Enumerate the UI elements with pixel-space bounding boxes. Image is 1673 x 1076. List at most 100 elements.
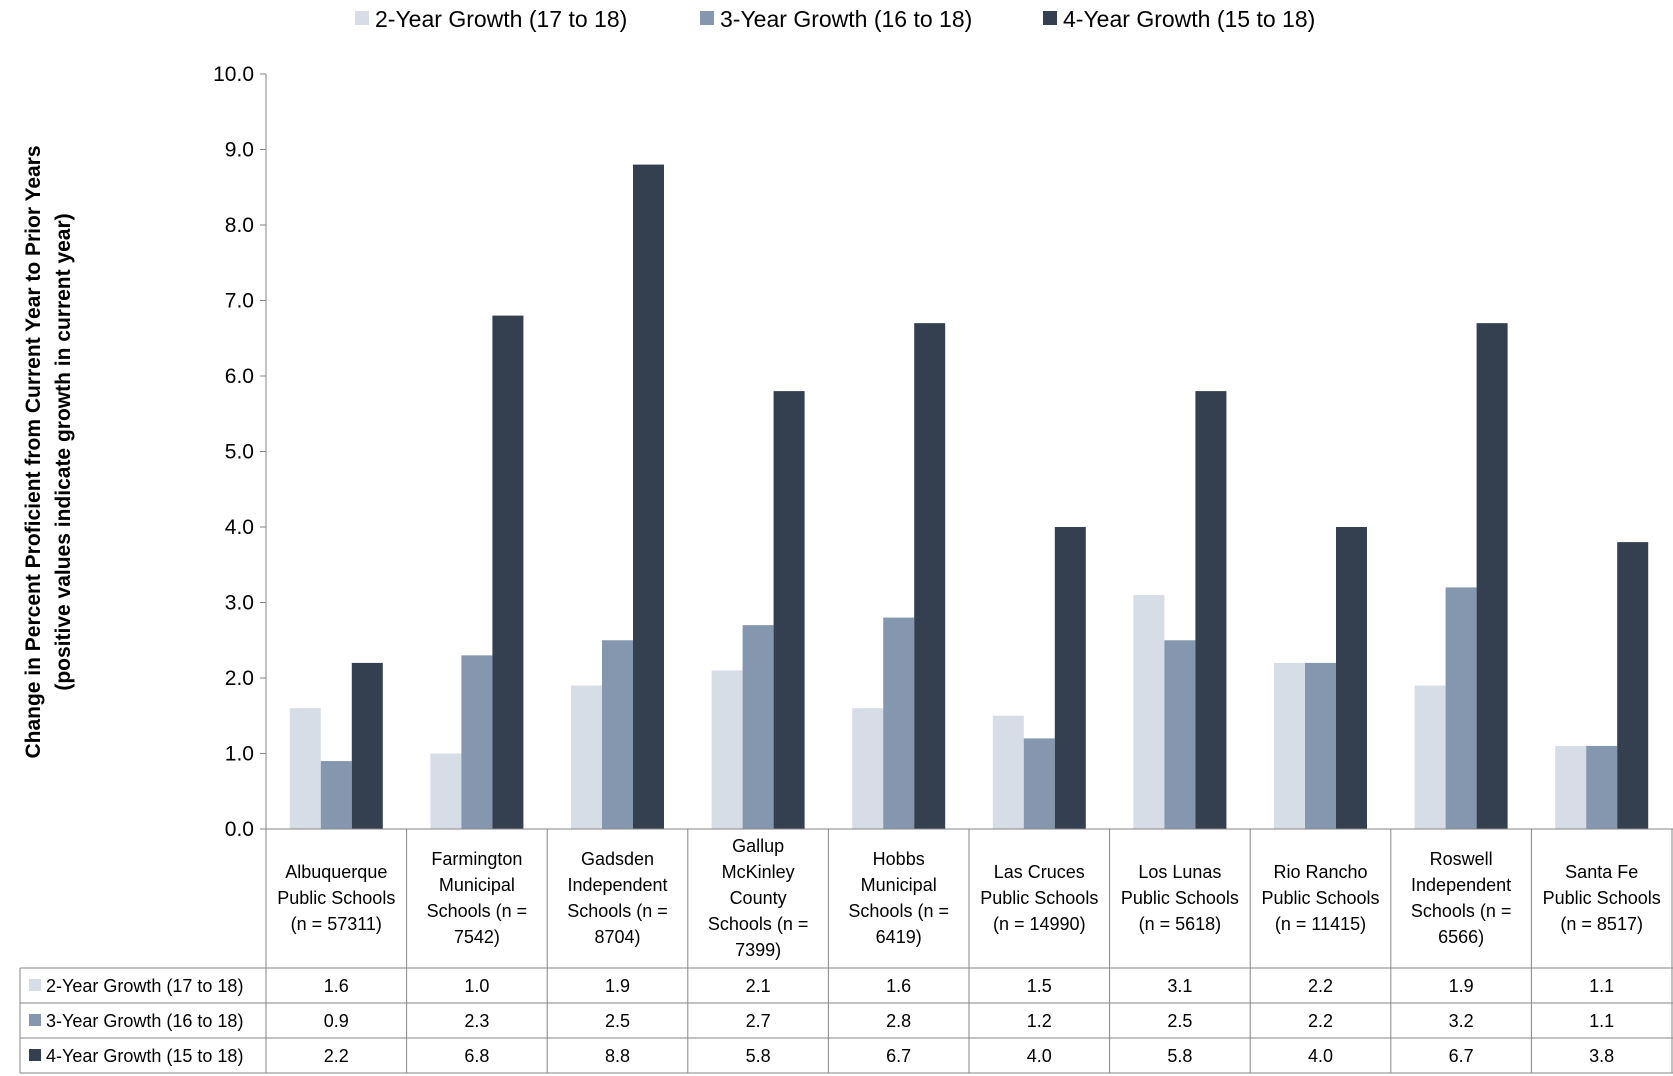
- category-label-line: Schools (n =: [1411, 901, 1512, 921]
- bar-series-3-cat-1: [351, 662, 383, 829]
- table-cell-series-1-cat-3: 1.9: [605, 976, 630, 996]
- table-cell-series-3-cat-6: 4.0: [1027, 1046, 1052, 1066]
- table-row-swatch-2: [29, 1014, 41, 1026]
- category-label-line: Gallup: [732, 836, 784, 856]
- table-row-swatch-1: [29, 979, 41, 991]
- table-row-label-2: 3-Year Growth (16 to 18): [46, 1011, 243, 1031]
- category-label-line: Schools (n =: [848, 901, 949, 921]
- table-row-swatch-3: [29, 1049, 41, 1061]
- bar-series-1-cat-8: [1274, 662, 1305, 829]
- y-tick-label: 1.0: [225, 743, 254, 766]
- table-cell-series-3-cat-2: 6.8: [464, 1046, 489, 1066]
- bar-series-2-cat-8: [1305, 662, 1336, 829]
- legend-label-1: 2-Year Growth (17 to 18): [375, 6, 627, 32]
- table-cell-series-3-cat-10: 3.8: [1589, 1046, 1614, 1066]
- bar-series-3-cat-7: [1195, 391, 1227, 829]
- bar-series-1-cat-9: [1414, 685, 1446, 829]
- table-cell-series-3-cat-9: 6.7: [1449, 1046, 1474, 1066]
- category-label-line: 7542): [454, 927, 500, 947]
- category-label-line: Public Schools: [980, 888, 1098, 908]
- y-tick-label: 3.0: [225, 592, 254, 615]
- bar-series-2-cat-2: [461, 655, 493, 829]
- table-cell-series-2-cat-2: 2.3: [464, 1011, 489, 1031]
- y-tick-label: 5.0: [225, 441, 254, 464]
- category-label-10: Santa Fe Public Schools (n = 8517): [1543, 862, 1661, 934]
- category-label-6: Las Cruces Public Schools (n = 14990): [980, 862, 1098, 934]
- y-tick-label: 9.0: [225, 139, 254, 162]
- table-cell-series-1-cat-5: 1.6: [886, 976, 911, 996]
- category-label-line: Public Schools: [1121, 888, 1239, 908]
- y-tick-label: 4.0: [225, 516, 254, 539]
- table-cell-series-1-cat-2: 1.0: [464, 976, 489, 996]
- table-cell-series-3-cat-5: 6.7: [886, 1046, 911, 1066]
- y-tick-label: 6.0: [225, 365, 254, 388]
- category-label-line: Schools (n =: [708, 914, 809, 934]
- category-label-line: (n = 8517): [1560, 914, 1643, 934]
- table-cell-series-3-cat-1: 2.2: [324, 1046, 349, 1066]
- table-cell-series-2-cat-8: 2.2: [1308, 1011, 1333, 1031]
- legend-label-3: 4-Year Growth (15 to 18): [1063, 6, 1315, 32]
- category-label-line: Independent: [567, 875, 667, 895]
- table-cell-series-1-cat-10: 1.1: [1589, 976, 1614, 996]
- bar-series-3-cat-9: [1476, 323, 1508, 829]
- bar-series-2-cat-4: [742, 625, 774, 829]
- table-cell-series-1-cat-4: 2.1: [746, 976, 771, 996]
- category-label-8: Rio Rancho Public Schools (n = 11415): [1261, 862, 1379, 934]
- bar-series-2-cat-1: [320, 761, 352, 829]
- table-cell-series-3-cat-8: 4.0: [1308, 1046, 1333, 1066]
- category-label-line: Albuquerque: [285, 862, 387, 882]
- table-cell-series-1-cat-7: 3.1: [1167, 976, 1192, 996]
- bar-series-2-cat-3: [602, 640, 633, 829]
- category-label-line: Hobbs: [873, 849, 925, 869]
- table-cell-series-2-cat-1: 0.9: [324, 1011, 349, 1031]
- y-tick-label: 0.0: [225, 818, 254, 841]
- table-cell-series-2-cat-7: 2.5: [1167, 1011, 1192, 1031]
- category-label-line: Public Schools: [1543, 888, 1661, 908]
- category-label-line: Farmington: [431, 849, 522, 869]
- y-tick-label: 10.0: [213, 63, 254, 86]
- category-label-line: 7399): [735, 940, 781, 960]
- bar-series-1-cat-2: [430, 753, 462, 829]
- category-label-9: Roswell Independent Schools (n = 6566): [1411, 849, 1512, 947]
- bar-series-2-cat-7: [1164, 640, 1196, 829]
- category-label-4: Gallup McKinley County Schools (n = 7399): [708, 836, 809, 960]
- legend-swatch-1: [355, 11, 369, 25]
- category-label-5: Hobbs Municipal Schools (n = 6419): [848, 849, 949, 947]
- category-label-line: (n = 57311): [291, 914, 382, 934]
- table-cell-series-1-cat-9: 1.9: [1449, 976, 1474, 996]
- table-row-label-1: 2-Year Growth (17 to 18): [46, 976, 243, 996]
- table-cell-series-2-cat-6: 1.2: [1027, 1011, 1052, 1031]
- bar-series-3-cat-2: [492, 315, 524, 830]
- table-cell-series-2-cat-3: 2.5: [605, 1011, 630, 1031]
- category-label-line: 8704): [594, 927, 640, 947]
- category-label-2: Farmington Municipal Schools (n = 7542): [427, 849, 528, 947]
- table-cell-series-3-cat-4: 5.8: [746, 1046, 771, 1066]
- category-label-7: Los Lunas Public Schools (n = 5618): [1121, 862, 1239, 934]
- y-axis-title: Change in Percent Proficient from Curren…: [22, 145, 75, 758]
- bar-series-1-cat-1: [289, 708, 321, 829]
- category-labels: Albuquerque Public Schools (n = 57311) Farm…: [265, 828, 1673, 1073]
- category-label-line: Los Lunas: [1138, 862, 1221, 882]
- legend-label-2: 3-Year Growth (16 to 18): [720, 6, 972, 32]
- category-label-line: (n = 14990): [993, 914, 1086, 934]
- bar-series-2-cat-9: [1445, 587, 1477, 829]
- y-tick-label: 7.0: [225, 290, 254, 313]
- bar-series-1-cat-5: [852, 708, 884, 829]
- category-label-line: 6419): [876, 927, 922, 947]
- category-label-line: Independent: [1411, 875, 1511, 895]
- category-label-line: Gadsden: [581, 849, 654, 869]
- category-label-line: Schools (n =: [567, 901, 668, 921]
- y-axis-title-line-2: (positive values indicate growth in curr…: [52, 213, 75, 690]
- table-cell-series-3-cat-3: 8.8: [605, 1046, 630, 1066]
- bar-series-2-cat-5: [883, 617, 915, 829]
- data-table: 2-Year Growth (17 to 18) 1.6 1.0 1.9 2.1 1.6 1…: [19, 967, 1673, 1074]
- table-cell-series-1-cat-8: 2.2: [1308, 976, 1333, 996]
- bar-series-3-cat-8: [1336, 527, 1367, 829]
- bar-series-3-cat-4: [773, 391, 805, 829]
- category-label-line: Schools (n =: [427, 901, 528, 921]
- table-cell-series-2-cat-4: 2.7: [746, 1011, 771, 1031]
- category-label-line: Rio Rancho: [1273, 862, 1367, 882]
- legend: 2-Year Growth (17 to 18) 3-Year Growth (1…: [355, 6, 1315, 32]
- bars: [289, 164, 1649, 830]
